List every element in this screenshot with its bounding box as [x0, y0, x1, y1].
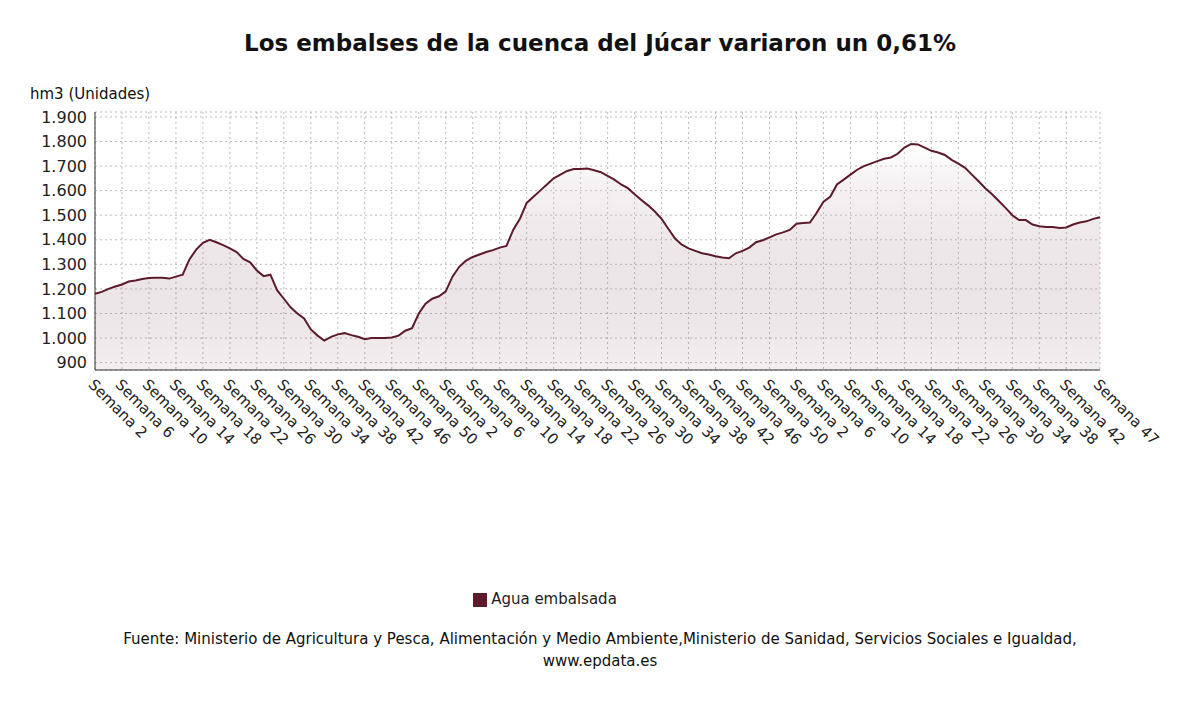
- svg-text:Semana 22: Semana 22: [570, 375, 644, 449]
- svg-text:Semana 22: Semana 22: [219, 375, 293, 449]
- svg-text:Semana 2: Semana 2: [84, 375, 151, 442]
- html-text:Los embalses de la cuenca del: Los embalses de la cuenca del Júcar vari…: [244, 30, 956, 56]
- svg-text:Semana 34: Semana 34: [300, 375, 374, 449]
- svg-text:Semana 34: Semana 34: [651, 375, 725, 449]
- svg-text:Semana 26: Semana 26: [948, 375, 1021, 449]
- svg-text:Semana 26: Semana 26: [597, 375, 671, 449]
- svg-text:1.500: 1.500: [41, 206, 87, 225]
- svg-text:Semana 14: Semana 14: [516, 375, 590, 449]
- svg-text:Semana 2: Semana 2: [435, 375, 502, 442]
- svg-text:Semana 50: Semana 50: [759, 375, 832, 449]
- svg-text:1.800: 1.800: [41, 132, 87, 151]
- html-text:Agua embalsada: Agua embalsada: [491, 590, 617, 608]
- svg-text:Semana 34: Semana 34: [1002, 375, 1075, 449]
- svg-text:Semana 46: Semana 46: [732, 375, 806, 449]
- svg-text:1.300: 1.300: [41, 255, 87, 274]
- svg-text:Semana 47: Semana 47: [1090, 376, 1163, 449]
- svg-text:Semana 6: Semana 6: [462, 375, 529, 442]
- svg-text:Semana 6: Semana 6: [813, 375, 880, 442]
- svg-text:Semana 50: Semana 50: [408, 375, 482, 449]
- html-text:hm3 (Unidades): hm3 (Unidades): [30, 85, 151, 103]
- svg-text:Semana 10: Semana 10: [489, 375, 563, 449]
- svg-text:1.100: 1.100: [41, 304, 87, 323]
- svg-text:Semana 38: Semana 38: [678, 375, 752, 449]
- svg-text:Semana 42: Semana 42: [1055, 375, 1129, 449]
- svg-text:Semana 18: Semana 18: [543, 375, 617, 449]
- svg-text:1.400: 1.400: [41, 230, 87, 249]
- html-text:Fuente: Ministerio de Agricult: Fuente: Ministerio de Agricultura y Pesc…: [123, 630, 1077, 648]
- svg-text:Semana 10: Semana 10: [840, 375, 913, 449]
- svg-text:1.900: 1.900: [41, 108, 87, 127]
- svg-text:Semana 46: Semana 46: [381, 375, 455, 449]
- svg-text:Semana 42: Semana 42: [354, 375, 428, 449]
- svg-text:Semana 22: Semana 22: [921, 375, 994, 449]
- html-text:www.epdata.es: www.epdata.es: [542, 652, 658, 670]
- svg-text:Semana 30: Semana 30: [273, 375, 347, 449]
- svg-text:Semana 38: Semana 38: [327, 375, 401, 449]
- svg-text:900: 900: [56, 353, 87, 372]
- svg-text:Semana 14: Semana 14: [165, 375, 239, 449]
- svg-text:Semana 10: Semana 10: [138, 375, 212, 449]
- svg-text:Semana 14: Semana 14: [867, 375, 940, 449]
- svg-text:1.700: 1.700: [41, 157, 87, 176]
- svg-text:1.600: 1.600: [41, 181, 87, 200]
- svg-text:Semana 26: Semana 26: [246, 375, 320, 449]
- svg-text:Semana 18: Semana 18: [894, 375, 967, 449]
- svg-text:Semana 6: Semana 6: [111, 375, 178, 442]
- svg-text:1.200: 1.200: [41, 280, 87, 299]
- svg-text:Semana 42: Semana 42: [705, 375, 779, 449]
- svg-text:1.000: 1.000: [41, 329, 87, 348]
- svg-text:Semana 18: Semana 18: [192, 375, 266, 449]
- svg-text:Semana 30: Semana 30: [975, 375, 1048, 449]
- svg-text:Semana 2: Semana 2: [786, 375, 853, 442]
- svg-text:Semana 38: Semana 38: [1028, 375, 1102, 449]
- svg-text:Semana 30: Semana 30: [624, 375, 698, 449]
